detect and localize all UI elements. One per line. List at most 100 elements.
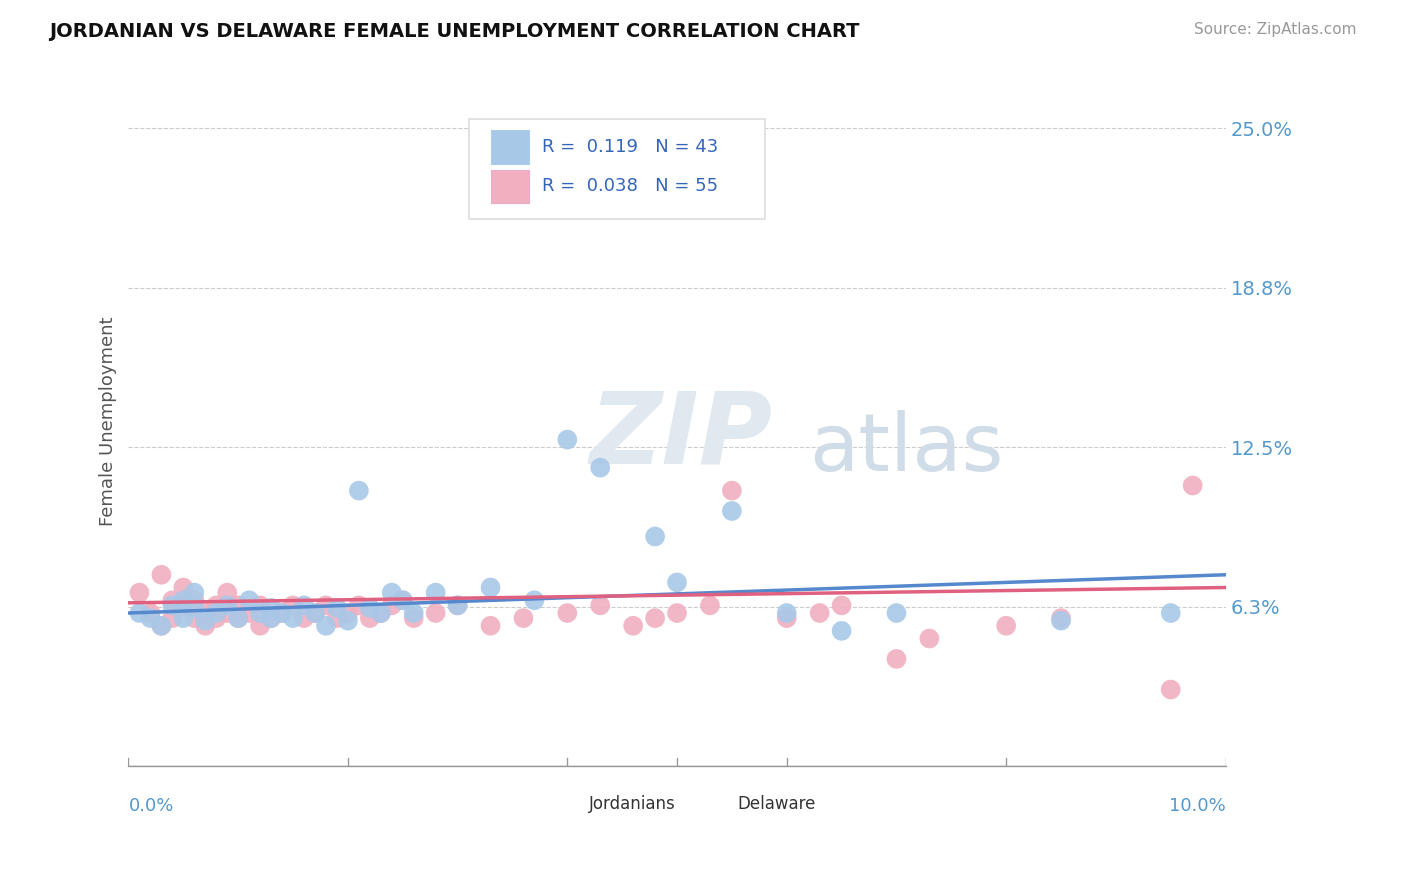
Text: atlas: atlas — [808, 410, 1002, 488]
Point — [479, 581, 502, 595]
Point — [238, 606, 260, 620]
Point — [1050, 614, 1073, 628]
Point — [995, 619, 1018, 633]
Point — [326, 601, 349, 615]
Point — [194, 619, 217, 633]
Point — [150, 619, 173, 633]
Point — [425, 585, 447, 599]
Point — [162, 599, 184, 613]
Point — [238, 593, 260, 607]
Point — [281, 599, 304, 613]
Point — [776, 611, 799, 625]
Point — [776, 606, 799, 620]
Point — [194, 614, 217, 628]
Point — [512, 611, 534, 625]
Text: R =  0.038   N = 55: R = 0.038 N = 55 — [543, 178, 718, 195]
Point — [226, 611, 249, 625]
Text: Delaware: Delaware — [737, 795, 815, 813]
Point — [666, 575, 689, 590]
Bar — [551, 789, 582, 813]
Point — [194, 606, 217, 620]
Point — [150, 567, 173, 582]
Y-axis label: Female Unemployment: Female Unemployment — [100, 317, 117, 526]
Bar — [491, 130, 529, 163]
Point — [359, 611, 381, 625]
Point — [621, 619, 644, 633]
Point — [183, 593, 205, 607]
Point — [402, 606, 425, 620]
Point — [150, 619, 173, 633]
Point — [292, 599, 315, 613]
Point — [315, 599, 337, 613]
Point — [370, 606, 392, 620]
Point — [128, 606, 150, 620]
Point — [139, 606, 162, 620]
Point — [1181, 478, 1204, 492]
Point — [446, 599, 468, 613]
Point — [217, 585, 239, 599]
Point — [555, 606, 578, 620]
Point — [304, 606, 326, 620]
Point — [886, 652, 908, 666]
Point — [359, 601, 381, 615]
Point — [304, 606, 326, 620]
Point — [249, 606, 271, 620]
Point — [381, 599, 404, 613]
Point — [292, 611, 315, 625]
Point — [831, 624, 853, 638]
Point — [260, 601, 283, 615]
Text: JORDANIAN VS DELAWARE FEMALE UNEMPLOYMENT CORRELATION CHART: JORDANIAN VS DELAWARE FEMALE UNEMPLOYMEN… — [49, 22, 859, 41]
Point — [721, 483, 744, 498]
Point — [217, 599, 239, 613]
Point — [336, 606, 359, 620]
Point — [271, 606, 294, 620]
Point — [381, 585, 404, 599]
Point — [402, 611, 425, 625]
Point — [555, 433, 578, 447]
Point — [336, 614, 359, 628]
Point — [205, 599, 228, 613]
Point — [1160, 606, 1182, 620]
Point — [260, 611, 283, 625]
Text: 10.0%: 10.0% — [1168, 797, 1226, 814]
Point — [808, 606, 831, 620]
Point — [1160, 682, 1182, 697]
Text: R =  0.119   N = 43: R = 0.119 N = 43 — [543, 138, 718, 156]
Point — [249, 599, 271, 613]
Point — [370, 606, 392, 620]
Point — [589, 460, 612, 475]
Point — [172, 581, 194, 595]
Point — [391, 593, 413, 607]
Bar — [699, 789, 730, 813]
Point — [347, 599, 370, 613]
Point — [886, 606, 908, 620]
Point — [172, 593, 194, 607]
Point — [644, 611, 666, 625]
Point — [249, 619, 271, 633]
Text: 0.0%: 0.0% — [128, 797, 174, 814]
Point — [479, 619, 502, 633]
Point — [666, 606, 689, 620]
Point — [183, 601, 205, 615]
Point — [523, 593, 546, 607]
Point — [183, 585, 205, 599]
FancyBboxPatch shape — [468, 119, 765, 219]
Point — [446, 599, 468, 613]
Bar — [491, 169, 529, 202]
Point — [162, 593, 184, 607]
Point — [271, 606, 294, 620]
Point — [831, 599, 853, 613]
Point — [391, 593, 413, 607]
Point — [347, 483, 370, 498]
Point — [315, 619, 337, 633]
Point — [721, 504, 744, 518]
Point — [699, 599, 721, 613]
Point — [226, 599, 249, 613]
Text: ZIP: ZIP — [589, 387, 772, 484]
Point — [172, 599, 194, 613]
Point — [162, 611, 184, 625]
Point — [1050, 611, 1073, 625]
Point — [139, 611, 162, 625]
Point — [281, 611, 304, 625]
Point — [205, 606, 228, 620]
